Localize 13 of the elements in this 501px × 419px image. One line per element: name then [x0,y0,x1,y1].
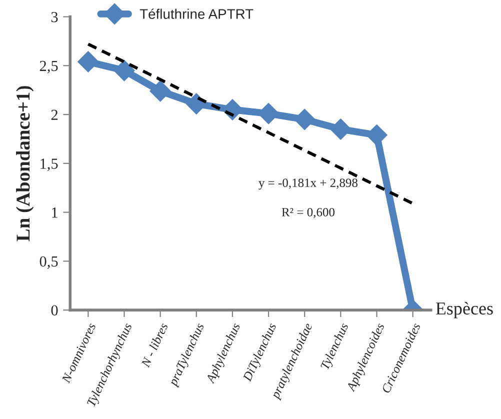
annotation: R² = 0,600 [282,208,334,218]
y-tick-label: 0,5 [40,256,58,269]
y-tick-label: 2,5 [40,60,58,74]
legend-label: Téfluthrine APTRT [140,8,254,19]
y-axis-title: Ln (Abondance+1) [16,86,34,242]
y-tick-label: 2 [51,110,58,120]
x-tick-label: N - libres [140,322,168,368]
y-tick-label: 1 [52,208,58,218]
y-tick-label: 3 [51,12,58,22]
y-tick-label: 0 [51,305,58,316]
x-axis-title: Espèces [436,302,493,318]
y-tick-label: 1,5 [40,158,58,172]
annotation: y = -0,181x + 2,898 [258,178,358,190]
